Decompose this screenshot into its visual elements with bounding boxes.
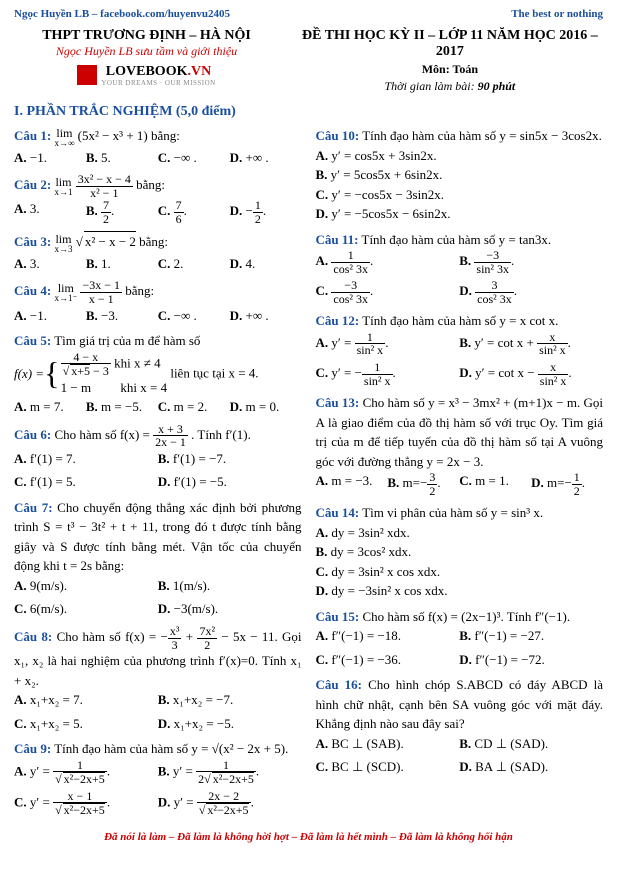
time: Thời gian làm bài: 90 phút xyxy=(297,79,603,94)
logo-icon xyxy=(77,65,97,85)
question-1: Câu 1: limx→∞ (5x² − x³ + 1) bằng: A. −1… xyxy=(14,126,302,167)
exam-title: ĐỀ THI HỌC KỲ II – LỚP 11 NĂM HỌC 2016 –… xyxy=(297,28,603,60)
question-5: Câu 5: Tìm giá trị của m để hàm số f(x) … xyxy=(14,331,302,417)
question-4: Câu 4: limx→1⁻ −3x − 1x − 1 bằng: A. −1.… xyxy=(14,279,302,325)
top-left: Ngọc Huyền LB – facebook.com/huyenvu2405 xyxy=(14,8,230,20)
question-13: Câu 13: Cho hàm số y = x³ − 3mx² + (m+1)… xyxy=(316,393,604,497)
logo-text: LOVEBOOK.VN xyxy=(106,64,211,79)
question-16: Câu 16: Cho hình chóp S.ABCD có đáy ABCD… xyxy=(316,675,604,777)
question-15: Câu 15: Cho hàm số f(x) = (2x−1)³. Tính … xyxy=(316,607,604,670)
subtitle: Ngọc Huyền LB sưu tầm và giới thiệu xyxy=(14,44,279,59)
column-left: Câu 1: limx→∞ (5x² − x³ + 1) bằng: A. −1… xyxy=(14,126,302,823)
question-14: Câu 14: Tìm vi phân của hàm số y = sin³ … xyxy=(316,503,604,601)
top-right: The best or nothing xyxy=(511,8,603,20)
logo-tagline: YOUR DREAMS · OUR MISSION xyxy=(101,80,215,87)
question-7: Câu 7: Cho chuyển động thẳng xác định bở… xyxy=(14,498,302,619)
footer-quote: Đã nói là làm – Đã làm là không hời hợt … xyxy=(14,831,603,843)
question-11: Câu 11: Tính đạo hàm của hàm số y = tan3… xyxy=(316,230,604,306)
question-10: Câu 10: Tính đạo hàm của hàm số y = sin5… xyxy=(316,126,604,224)
question-9: Câu 9: Tính đạo hàm của hàm số y = √(x² … xyxy=(14,739,302,817)
column-right: Câu 10: Tính đạo hàm của hàm số y = sin5… xyxy=(316,126,604,823)
question-2: Câu 2: limx→1 3x² − x − 4x² − 1 bằng: A.… xyxy=(14,173,302,225)
section-title: I. PHẦN TRẮC NGHIỆM (5,0 điểm) xyxy=(14,104,603,120)
school-name: THPT TRƯƠNG ĐỊNH – HÀ NỘI xyxy=(14,28,279,44)
question-12: Câu 12: Tính đạo hàm của hàm số y = x co… xyxy=(316,311,604,387)
logo: LOVEBOOK.VN YOUR DREAMS · OUR MISSION xyxy=(77,63,215,87)
header-left: THPT TRƯƠNG ĐỊNH – HÀ NỘI Ngọc Huyền LB … xyxy=(14,28,279,94)
question-3: Câu 3: limx→3 √x² − x − 2 bằng: A. 3. B.… xyxy=(14,231,302,273)
question-6: Câu 6: Cho hàm số f(x) = x + 32x − 1 . T… xyxy=(14,423,302,492)
subject: Môn: Toán xyxy=(297,62,603,77)
header-right: ĐỀ THI HỌC KỲ II – LỚP 11 NĂM HỌC 2016 –… xyxy=(297,28,603,94)
question-8: Câu 8: Cho hàm số f(x) = −x³3 + 7x²2 − 5… xyxy=(14,625,302,733)
